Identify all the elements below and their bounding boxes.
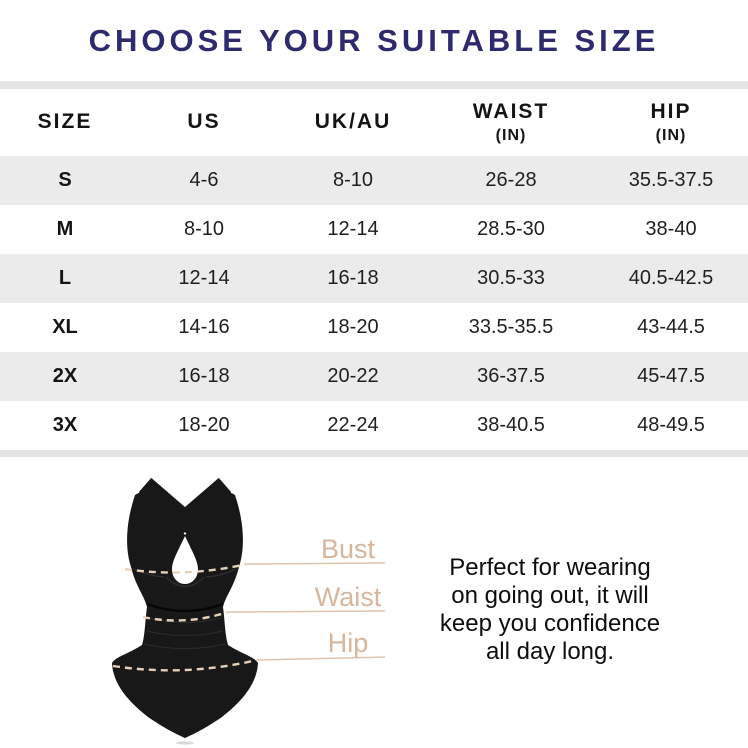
ukau-value: 18-20: [327, 316, 379, 338]
table-header-row: SIZE US UK/AU WAIST (IN) HIP (IN): [0, 89, 748, 156]
us-value: 12-14: [178, 267, 230, 289]
swimsuit-illustration: [112, 477, 386, 745]
us-value: 16-18: [178, 365, 230, 387]
waist-value: 30.5-33: [477, 267, 545, 289]
table-row-3x: 3X 18-20 22-24 38-40.5 48-49.5: [0, 401, 748, 450]
us-value: 8-10: [183, 218, 225, 240]
size-value: L: [58, 267, 72, 289]
hip-value: 38-40: [645, 218, 697, 240]
ukau-value: 8-10: [332, 169, 374, 191]
bust-label: Bust: [320, 534, 376, 564]
waist-value: 28.5-30: [477, 218, 545, 240]
table-row-l: L 12-14 16-18 30.5-33 40.5-42.5: [0, 254, 748, 303]
size-value: M: [56, 218, 74, 240]
size-value: S: [58, 169, 72, 191]
hip-value: 35.5-37.5: [628, 169, 714, 191]
caption-line: on going out, it will: [451, 582, 649, 609]
table-row-s: S 4-6 8-10 26-28 35.5-37.5: [0, 156, 748, 205]
column-header-us: US: [187, 110, 221, 134]
column-header-hip: HIP (IN): [594, 100, 748, 146]
table-row-xl: XL 14-16 18-20 33.5-35.5 43-44.5: [0, 303, 748, 352]
table-row-2x: 2X 16-18 20-22 36-37.5 45-47.5: [0, 352, 748, 401]
us-value: 18-20: [178, 414, 230, 436]
us-value: 14-16: [178, 316, 230, 338]
top-divider: [0, 81, 748, 89]
waist-label: Waist: [314, 582, 382, 612]
column-header-waist-unit: (IN): [495, 126, 527, 144]
us-value: 4-6: [189, 169, 219, 191]
caption-line: Perfect for wearing: [449, 554, 651, 581]
ukau-value: 22-24: [327, 414, 379, 436]
title-block: CHOOSE YOUR SUITABLE SIZE: [0, 0, 748, 81]
column-header-hip-unit: (IN): [655, 126, 687, 144]
table-bottom-divider: [0, 450, 748, 457]
size-table: SIZE US UK/AU WAIST (IN) HIP (IN) S 4-6 …: [0, 89, 748, 450]
hip-label: Hip: [327, 628, 369, 658]
table-row-m: M 8-10 12-14 28.5-30 38-40: [0, 205, 748, 254]
size-value: XL: [52, 316, 78, 338]
measurement-guide-section: Bust Waist Hip Perfect for wearing on go…: [0, 457, 748, 748]
column-header-hip-label: HIP: [650, 99, 692, 123]
column-header-waist-label: WAIST: [472, 99, 550, 123]
page-title: CHOOSE YOUR SUITABLE SIZE: [88, 22, 660, 58]
caption-line: keep you confidence: [439, 610, 661, 637]
column-header-ukau: UK/AU: [314, 110, 392, 134]
caption-line: all day long.: [485, 638, 615, 665]
size-value: 2X: [52, 365, 78, 387]
hip-value: 40.5-42.5: [628, 267, 714, 289]
ukau-value: 12-14: [327, 218, 379, 240]
size-value: 3X: [52, 414, 78, 436]
column-header-size: SIZE: [37, 110, 93, 134]
column-header-waist: WAIST (IN): [428, 100, 594, 146]
waist-value: 26-28: [485, 169, 537, 191]
waist-value: 38-40.5: [477, 414, 545, 436]
hip-value: 48-49.5: [637, 414, 705, 436]
caption-text: Perfect for wearing on going out, it wil…: [433, 554, 667, 666]
hip-value: 45-47.5: [637, 365, 705, 387]
waist-value: 36-37.5: [477, 365, 545, 387]
ukau-value: 20-22: [327, 365, 379, 387]
hip-value: 43-44.5: [637, 316, 705, 338]
ukau-value: 16-18: [327, 267, 379, 289]
waist-value: 33.5-35.5: [468, 316, 554, 338]
